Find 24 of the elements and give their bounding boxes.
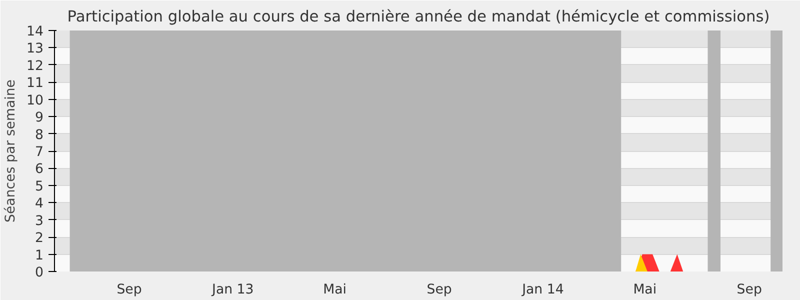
x-tick-label: Sep: [426, 282, 452, 298]
y-tick-label: 6: [35, 162, 44, 178]
y-tick-label: 5: [35, 179, 44, 194]
y-tick-label: 7: [35, 145, 44, 160]
x-tick-label: Mai: [323, 282, 347, 298]
y-tick-label: 10: [26, 93, 44, 108]
x-tick-label: Sep: [116, 282, 142, 298]
x-tick-label: Sep: [736, 282, 762, 298]
y-tick-label: 2: [35, 231, 44, 246]
y-tick-label: 14: [26, 24, 44, 40]
x-tick-label: Jan 13: [211, 282, 254, 298]
y-axis-title: Séances par semaine: [4, 80, 19, 222]
y-tick-label: 9: [35, 110, 44, 126]
y-tick-label: 11: [26, 76, 44, 92]
y-tick-label: 13: [26, 42, 44, 57]
y-tick-label: 3: [35, 214, 44, 229]
x-tick-label: Jan 14: [521, 282, 564, 298]
y-tick-label: 0: [35, 266, 44, 280]
x-tick-label: Mai: [633, 282, 657, 298]
chart-title: Participation globale au cours de sa dernière année de mandat (hémicycle et commissions): [67, 8, 770, 26]
y-tick-label: 12: [26, 58, 44, 74]
y-tick-label: 1: [35, 248, 44, 264]
y-tick-label: 8: [35, 128, 44, 143]
y-tick-label: 4: [35, 196, 44, 212]
